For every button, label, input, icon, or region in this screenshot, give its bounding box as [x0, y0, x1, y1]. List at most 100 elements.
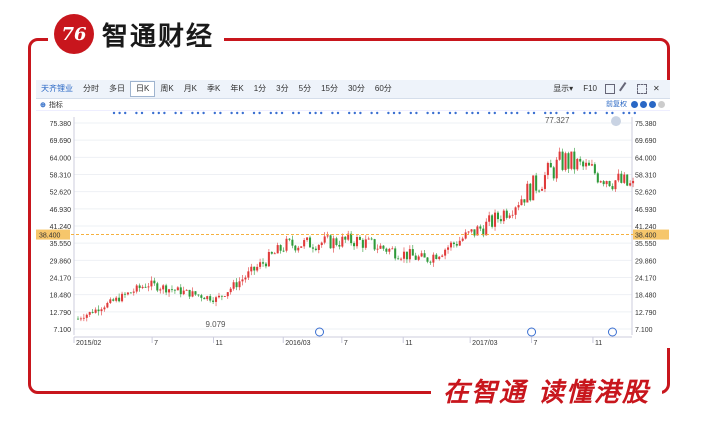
tab-1min[interactable]: 1分: [253, 84, 267, 93]
signal-dot: [135, 111, 138, 115]
candle-body: [549, 162, 552, 168]
y-tick-left: 12.790: [50, 310, 72, 317]
fullscreen-icon[interactable]: [637, 84, 647, 94]
signal-dot: [555, 111, 558, 115]
candle-body: [529, 183, 532, 201]
candle-body: [112, 299, 115, 301]
display-dropdown[interactable]: 显示▾: [553, 84, 574, 93]
signal-dot: [392, 111, 396, 115]
signal-dot: [465, 111, 468, 115]
signal-dot: [471, 111, 474, 115]
candle-body: [153, 280, 156, 284]
candle-body: [605, 181, 608, 185]
zoom-in-icon[interactable]: [640, 100, 647, 108]
brand-name: 智通财经: [102, 21, 215, 52]
price-tag-right-bg: [633, 229, 669, 240]
f10-button[interactable]: F10: [583, 84, 597, 93]
candle-body: [135, 285, 138, 292]
candle-body: [288, 238, 291, 240]
pen-icon[interactable]: [619, 82, 633, 96]
tab-3min[interactable]: 3分: [276, 84, 289, 93]
candle-body: [567, 153, 570, 169]
candle-body: [241, 279, 244, 282]
candle-body: [608, 181, 611, 187]
signal-dot: [544, 111, 547, 115]
candle-body: [226, 292, 229, 297]
tab-5min[interactable]: 5分: [298, 84, 312, 93]
candle-body: [520, 199, 523, 206]
candle-body: [273, 253, 276, 255]
candle-body: [364, 239, 367, 248]
kline-chart[interactable]: 75.380 75.380 69.690 69.690 64.000 64.000 58.3…: [36, 111, 670, 348]
signal-dot: [219, 111, 222, 115]
adjust-mode-label[interactable]: 前复权: [606, 101, 627, 108]
signal-dot: [476, 111, 480, 115]
candle-body: [373, 239, 376, 250]
tab-quarterly-k[interactable]: 季K: [207, 84, 221, 93]
candle-body: [294, 245, 297, 251]
signal-dot: [314, 111, 317, 115]
candle-body: [276, 245, 279, 254]
candle-body: [150, 280, 153, 287]
y-tick-right: 46.930: [635, 207, 657, 214]
price-tag-left-bg: [36, 229, 70, 240]
settings-icon[interactable]: [658, 100, 665, 108]
candle-body: [590, 164, 593, 166]
tab-intraday[interactable]: 分时: [83, 84, 99, 93]
y-tick-right: 7.100: [635, 327, 653, 334]
candle-body: [115, 297, 118, 301]
signal-dot: [359, 111, 362, 115]
candle-body: [261, 262, 265, 264]
y-tick-right: 58.310: [635, 173, 657, 180]
left-arrow-icon[interactable]: [631, 100, 638, 108]
stock-name-tab[interactable]: 天齐锂业: [41, 84, 73, 93]
tab-60min[interactable]: 60分: [374, 84, 392, 93]
square-dropdown-icon[interactable]: [605, 84, 615, 94]
candle-body: [573, 151, 576, 170]
tab-multi-day[interactable]: 多日: [109, 84, 125, 93]
candle-body: [558, 151, 561, 160]
indicator-label[interactable]: 指标: [48, 101, 63, 109]
candle-body: [353, 243, 356, 247]
tab-daily-k[interactable]: 日K: [130, 81, 156, 97]
candle-body: [279, 245, 282, 251]
add-indicator-icon[interactable]: ⊕: [40, 101, 46, 109]
candle-body: [317, 245, 320, 250]
y-tick-left: 41.240: [50, 224, 72, 231]
candle-body: [170, 289, 174, 291]
tab-30min[interactable]: 30分: [347, 84, 365, 93]
x-tick-label: 11: [216, 340, 223, 347]
candle-body: [76, 318, 80, 320]
candle-body: [100, 309, 103, 312]
signal-dot: [376, 111, 379, 115]
signal-dot: [426, 111, 429, 115]
candle-body: [499, 219, 502, 222]
close-icon[interactable]: ✕: [653, 84, 660, 93]
tab-15min[interactable]: 15分: [321, 84, 338, 93]
candle-body: [543, 175, 546, 189]
candle-body: [121, 293, 124, 302]
signal-dot: [628, 111, 631, 115]
candle-body: [141, 286, 144, 288]
toolbar-right: 显示▾ F10 ✕: [548, 80, 666, 98]
candle-body: [109, 299, 112, 303]
signal-dot: [297, 111, 300, 115]
tab-yearly-k[interactable]: 年K: [230, 84, 244, 93]
candle-body: [123, 293, 127, 295]
y-tick-right: 29.860: [635, 258, 657, 265]
candle-body: [376, 248, 379, 250]
candle-body: [491, 215, 494, 227]
candle-body: [579, 158, 582, 162]
candle-body: [217, 295, 220, 298]
candle-body: [238, 281, 241, 288]
candle-body: [235, 282, 238, 288]
tab-weekly-k[interactable]: 周K: [160, 84, 174, 93]
candle-body: [429, 261, 432, 263]
candle-body: [206, 296, 209, 300]
y-tick-right: 41.240: [635, 224, 657, 231]
signal-dot: [269, 111, 272, 115]
candle-body: [176, 287, 179, 291]
tab-monthly-k[interactable]: 月K: [183, 84, 198, 93]
zoom-out-icon[interactable]: [649, 100, 656, 108]
signal-dot: [320, 111, 323, 115]
